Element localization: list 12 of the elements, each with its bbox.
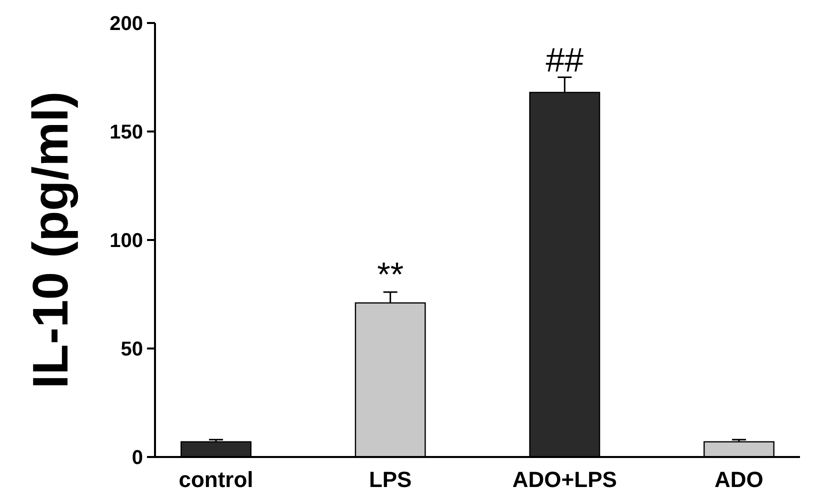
y-tick-label: 100 xyxy=(110,230,143,252)
x-tick-label: control xyxy=(178,467,254,492)
y-tick-label: 0 xyxy=(132,447,143,469)
x-tick-label: ADO+LPS xyxy=(512,467,617,492)
x-tick-label: ADO xyxy=(714,467,764,492)
y-tick-label: 200 xyxy=(110,13,143,35)
y-tick-label: 50 xyxy=(120,338,143,360)
annotation: ** xyxy=(377,256,404,294)
y-axis-title: IL-10 (pg/ml) xyxy=(22,91,78,389)
x-tick-label: LPS xyxy=(368,467,412,492)
y-tick-label: 150 xyxy=(110,122,143,144)
annotation: ## xyxy=(546,41,584,80)
